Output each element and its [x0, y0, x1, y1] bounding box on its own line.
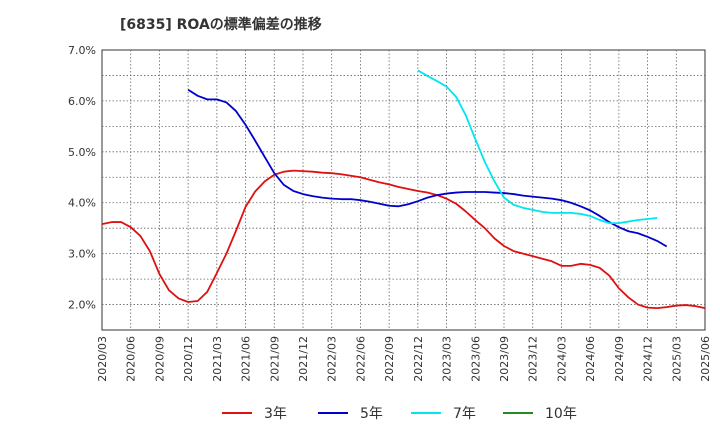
legend-label: 7年	[453, 406, 476, 422]
x-tick-label: 2022/12	[412, 336, 425, 382]
grid-lines	[102, 50, 705, 330]
series-lines	[101, 69, 706, 310]
y-tick-label: 2.0%	[68, 299, 96, 312]
x-tick-label: 2022/03	[326, 336, 339, 382]
x-tick-label: 2025/03	[670, 336, 683, 382]
x-tick-label: 2025/06	[699, 336, 712, 382]
y-tick-label: 7.0%	[68, 44, 96, 57]
chart-title: [6835] ROAの標準偏差の推移	[120, 16, 322, 33]
y-tick-label: 5.0%	[68, 146, 96, 159]
x-tick-label: 2021/12	[297, 336, 310, 382]
x-axis: 2020/03 2020/06 2020/09 2020/12 2021/03 2021/…	[96, 336, 712, 382]
y-tick-label: 6.0%	[68, 95, 96, 108]
x-tick-label: 2022/09	[383, 336, 396, 382]
x-tick-label: 2024/12	[642, 336, 655, 382]
legend-label: 5年	[360, 406, 383, 422]
legend-label: 10年	[545, 406, 577, 422]
x-tick-label: 2023/03	[441, 336, 454, 382]
x-tick-label: 2024/09	[613, 336, 626, 382]
legend-label: 3年	[264, 406, 287, 422]
x-tick-label: 2022/06	[354, 336, 367, 382]
x-tick-label: 2023/12	[527, 336, 540, 382]
y-axis: 2.0% 3.0% 4.0% 5.0% 6.0% 7.0%	[68, 44, 96, 312]
y-tick-label: 3.0%	[68, 248, 96, 261]
series-line-1	[101, 169, 706, 310]
x-tick-label: 2024/03	[555, 336, 568, 382]
x-tick-label: 2023/09	[498, 336, 511, 382]
x-tick-label: 2020/06	[125, 336, 138, 382]
legend: 3年 5年 7年 10年	[222, 406, 577, 422]
x-tick-label: 2023/06	[469, 336, 482, 382]
series-line-3	[417, 69, 658, 224]
x-tick-label: 2021/09	[268, 336, 281, 382]
x-tick-label: 2020/09	[153, 336, 166, 382]
x-tick-label: 2024/06	[584, 336, 597, 382]
y-tick-label: 4.0%	[68, 197, 96, 210]
x-tick-label: 2021/06	[240, 336, 253, 382]
x-tick-label: 2020/03	[96, 336, 109, 382]
series-line-2	[187, 88, 668, 248]
x-tick-label: 2020/12	[182, 336, 195, 382]
x-tick-label: 2021/03	[211, 336, 224, 382]
